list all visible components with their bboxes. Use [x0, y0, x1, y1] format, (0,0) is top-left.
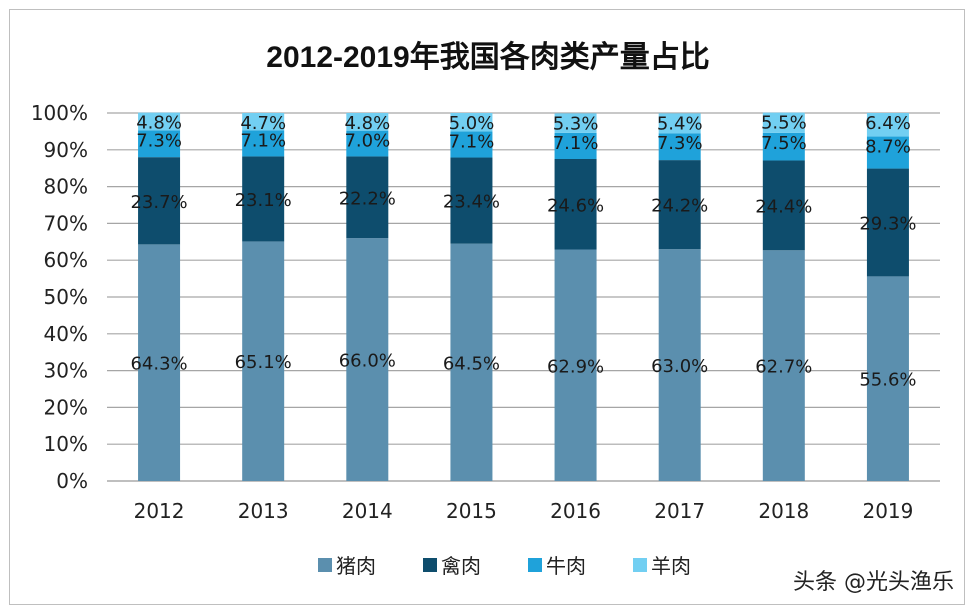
bar-segment [450, 157, 493, 244]
data-label: 23.4% [443, 192, 500, 213]
y-tick-label: 70% [44, 211, 88, 235]
data-label: 4.7% [240, 113, 286, 134]
x-tick-label: 2014 [342, 499, 393, 523]
data-label: 66.0% [339, 351, 396, 372]
legend-swatch [633, 558, 647, 572]
data-label: 55.6% [859, 370, 916, 391]
bar-segment [762, 132, 805, 161]
data-label: 7.3% [136, 130, 182, 151]
legend-label: 猪肉 [336, 554, 376, 578]
bar-segment [242, 113, 285, 131]
data-label: 64.3% [130, 354, 187, 375]
data-label: 5.0% [449, 113, 495, 134]
data-label: 65.1% [235, 352, 292, 373]
data-label: 6.4% [865, 113, 911, 134]
bar-segment [658, 160, 701, 250]
y-tick-label: 90% [44, 138, 88, 162]
data-label: 7.1% [553, 133, 599, 154]
bar-segment [554, 249, 597, 481]
bar-segment [554, 113, 597, 133]
y-tick-label: 0% [56, 469, 88, 493]
y-tick-label: 10% [44, 432, 88, 456]
bar-segment [554, 132, 597, 159]
data-label: 4.8% [136, 113, 182, 134]
bar-segment [242, 156, 285, 242]
data-label: 7.1% [449, 131, 495, 152]
data-label: 7.3% [657, 133, 703, 154]
legend-label: 禽肉 [441, 554, 481, 578]
data-label: 24.6% [547, 195, 604, 216]
bar-segment [242, 241, 285, 481]
chart-frame [9, 9, 965, 605]
x-tick-label: 2013 [238, 499, 289, 523]
watermark: 头条 @光头渔乐 [793, 570, 954, 595]
x-tick-label: 2018 [758, 499, 809, 523]
bar-segment [138, 112, 181, 131]
legend-label: 羊肉 [651, 554, 691, 578]
x-tick-label: 2012 [134, 499, 185, 523]
data-label: 24.4% [755, 196, 812, 217]
x-tick-label: 2016 [550, 499, 601, 523]
data-label: 23.7% [130, 192, 187, 213]
bar-segment [242, 130, 285, 157]
data-label: 22.2% [339, 188, 396, 209]
y-tick-label: 50% [44, 285, 88, 309]
legend-swatch [318, 558, 332, 572]
legend-swatch [423, 558, 437, 572]
bar-segment [762, 160, 805, 251]
data-label: 62.9% [547, 356, 604, 377]
bar-segment [346, 238, 389, 481]
data-label: 24.2% [651, 196, 708, 217]
data-label: 5.4% [657, 113, 703, 134]
data-label: 64.5% [443, 353, 500, 374]
chart-title: 2012-2019年我国各肉类产量占比 [266, 40, 709, 74]
y-tick-label: 60% [44, 248, 88, 272]
bar-segment [866, 136, 909, 169]
bar-segment [554, 159, 597, 250]
legend-swatch [528, 558, 542, 572]
y-tick-label: 40% [44, 322, 88, 346]
bar-segment [138, 244, 181, 481]
bar-segment [658, 249, 701, 481]
bar-segment [346, 113, 389, 131]
bar-segment [866, 276, 909, 481]
x-tick-label: 2019 [862, 499, 913, 523]
x-tick-label: 2015 [446, 499, 497, 523]
y-tick-label: 30% [44, 359, 88, 383]
y-tick-label: 80% [44, 175, 88, 199]
data-label: 8.7% [865, 137, 911, 158]
data-label: 23.1% [235, 190, 292, 211]
data-label: 4.8% [344, 113, 390, 134]
bar-segment [658, 113, 701, 134]
bar-segment [450, 113, 493, 132]
bar-segment [346, 130, 389, 157]
bar-segment [450, 243, 493, 481]
bar-segment [138, 157, 181, 245]
data-label: 7.0% [344, 131, 390, 152]
legend-label: 牛肉 [546, 554, 586, 578]
x-tick-label: 2017 [654, 499, 705, 523]
bar-segment [346, 156, 389, 239]
data-label: 7.5% [761, 133, 807, 154]
data-label: 29.3% [859, 213, 916, 234]
data-label: 5.5% [761, 113, 807, 134]
bar-segment [866, 113, 909, 137]
bar-segment [138, 130, 181, 158]
bar-segment [762, 250, 805, 481]
bar-segment [450, 131, 493, 158]
y-tick-label: 20% [44, 395, 88, 419]
data-label: 62.7% [755, 357, 812, 378]
bar-segment [866, 168, 909, 277]
bar-segment [762, 112, 805, 133]
data-label: 63.0% [651, 356, 708, 377]
data-label: 7.1% [240, 130, 286, 151]
data-label: 5.3% [553, 113, 599, 134]
y-tick-label: 100% [31, 101, 88, 125]
bar-segment [658, 133, 701, 161]
